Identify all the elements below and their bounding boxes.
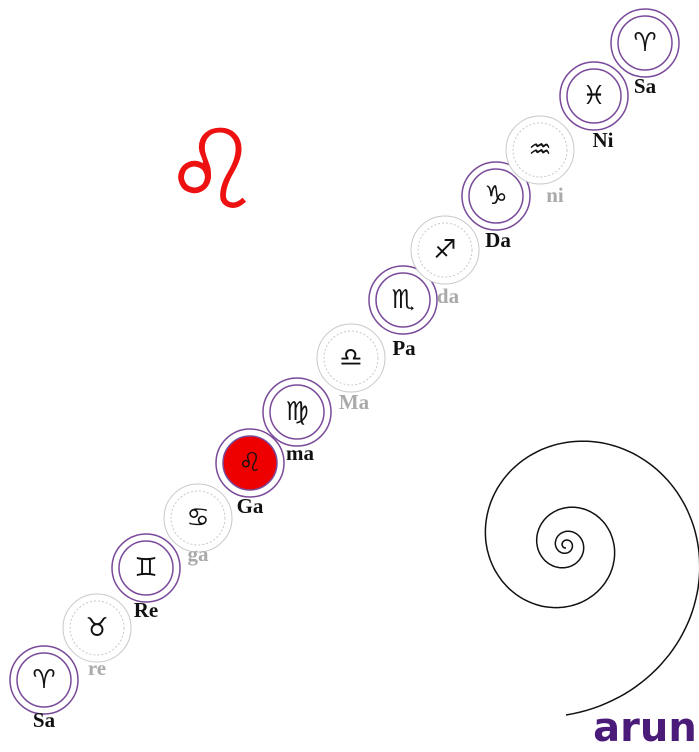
node-symbol: ♈ [633,28,656,58]
logo: arun [593,705,697,751]
node-label: Da [485,228,511,252]
diagram: ♌ arun ♈ Sa ♉ re ♊ Re ♋ ga ♌ Ga ♍ ma ♎ Ma ♏ Pa ♐ da ♑ Da ♒ ni… [0,0,699,752]
node-label: re [88,656,106,680]
sign-symbol: ♌ [163,106,262,234]
node-symbol: ♊ [134,553,157,583]
node-label: Ma [339,390,370,414]
node-symbol: ♎ [339,343,362,373]
node-symbol: ♑ [484,181,507,211]
node-symbol: ♏ [391,285,414,315]
node-label: Ga [237,494,264,518]
node-symbol: ♒ [528,135,551,165]
node-label: da [437,284,460,308]
node-symbol: ♐ [433,235,456,265]
node-label: Pa [392,336,416,360]
node-symbol: ♍ [285,397,308,427]
node-symbol: ♋ [186,503,209,533]
node-label: Ni [593,128,614,152]
node-label: Sa [634,74,657,98]
node-symbol: ♌ [238,448,261,478]
node-label: ma [286,441,314,465]
node-label: Re [134,598,159,622]
spiral [485,441,699,715]
node-symbol: ♈ [32,665,55,695]
node-symbol: ♉ [85,613,108,643]
node-label: ga [188,542,210,566]
node-symbol: ♓ [582,81,605,111]
node-label: Sa [33,708,56,732]
node-label: ni [546,183,564,207]
